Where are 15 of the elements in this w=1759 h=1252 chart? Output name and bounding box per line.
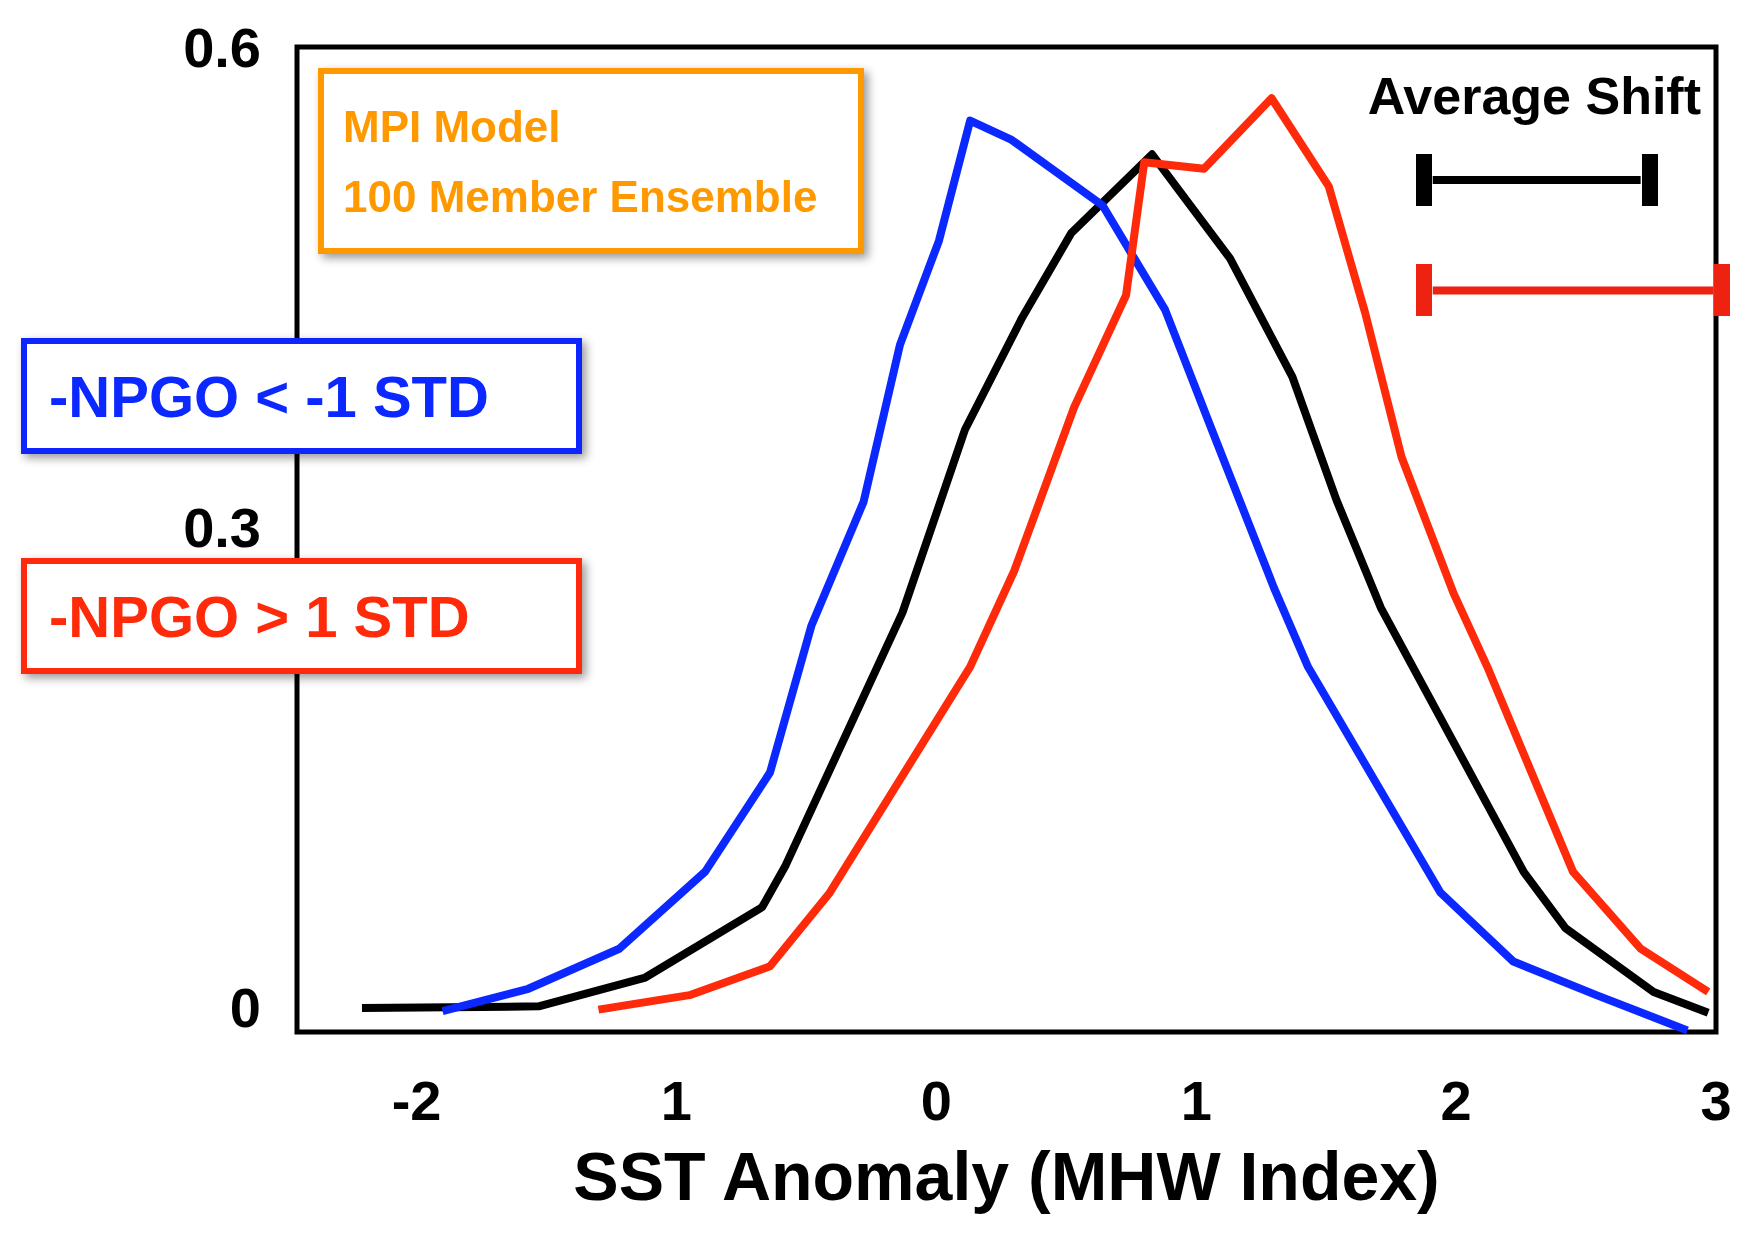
x-tick-label: -2	[391, 1068, 442, 1132]
x-tick-label: 1	[660, 1068, 693, 1132]
x-axis-title: SST Anomaly (MHW Index)	[573, 1138, 1440, 1214]
x-tick-label: 3	[1700, 1068, 1732, 1132]
text: -NPGO < -1 STD	[49, 363, 489, 429]
text: -NPGO > 1 STD	[49, 583, 470, 649]
annotation: MPI Model	[343, 101, 561, 151]
x-tick-label: 1	[1180, 1068, 1212, 1132]
y-tick-label: 0	[229, 976, 261, 1040]
y-tick-label: 0.3	[183, 495, 261, 559]
y-tick-label: 0.6	[183, 15, 261, 79]
x-tick-label: 2	[1440, 1068, 1472, 1132]
x-tick-label: 0	[920, 1068, 952, 1132]
annotation: 100 Member Ensemble	[343, 171, 818, 221]
annotation: Average Shift	[1367, 67, 1701, 125]
